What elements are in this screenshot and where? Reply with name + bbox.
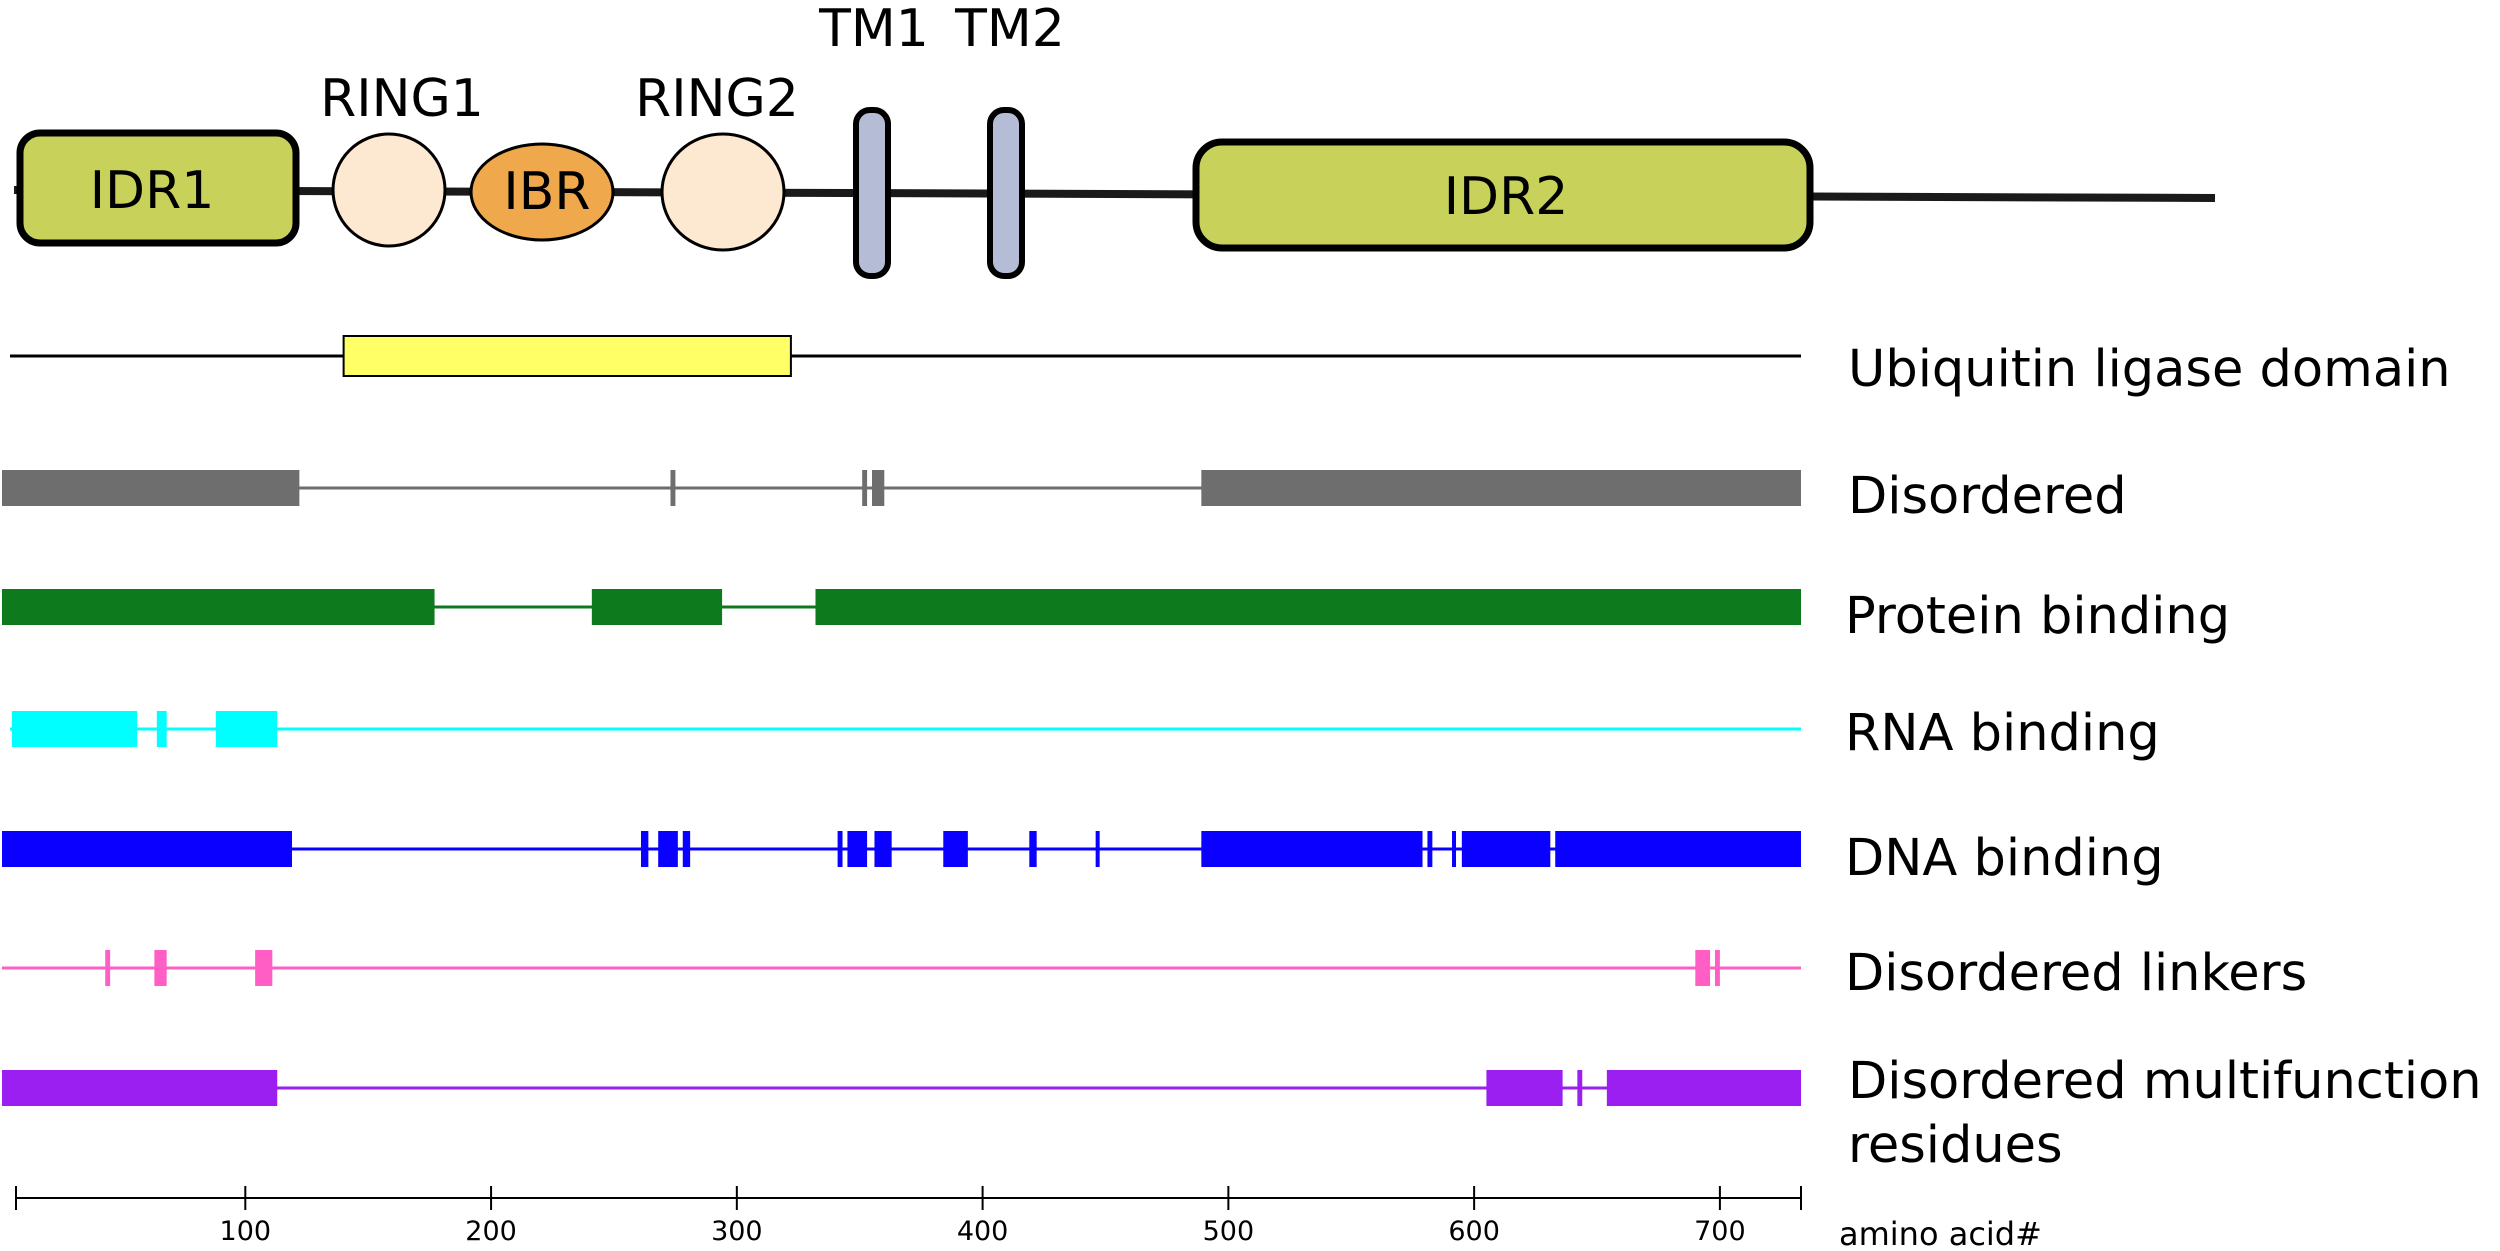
segment-disordered-linkers [154,950,167,986]
axis-tick-label: 400 [957,1216,1009,1247]
track-label-ubiquitin: Ubiquitin ligase domain [1848,340,2451,399]
segment-dna-binding [682,831,691,867]
axis-tick-label: 300 [711,1216,763,1247]
segment-rna-binding [156,711,167,747]
track-rna-binding: RNA binding [10,704,2160,763]
segment-dna-binding [1461,831,1551,867]
segment-disordered [2,470,300,506]
segment-rna-binding [11,711,138,747]
tm2-domain [987,107,1025,279]
segment-dna-binding [1555,831,1801,867]
segment-disordered-linkers [1695,950,1711,986]
segment-dna-binding [2,831,293,867]
ring1-domain [331,132,447,248]
track-label-multifunction-line2: residues [1848,1116,2063,1175]
segment-disordered [670,470,676,506]
axis-tick-label: 600 [1448,1216,1500,1247]
segment-dna-binding [1201,831,1423,867]
idr2-label: IDR2 [1444,167,1569,227]
ring1-label: RING1 [320,69,484,129]
axis-label: amino acid# [1839,1215,2042,1251]
track-label-disordered: Disordered [1848,467,2127,526]
segment-ubiquitin [342,335,792,377]
segment-multifunction [1577,1070,1583,1106]
track-label-multifunction-line1: Disordered multifunction [1848,1052,2482,1111]
segment-dna-binding [874,831,892,867]
axis-tick-label: 200 [465,1216,517,1247]
segment-disordered-linkers [1714,950,1720,986]
track-ubiquitin: Ubiquitin ligase domain [10,335,2451,399]
axis-tick-label: 500 [1203,1216,1255,1247]
ring2-label: RING2 [635,69,799,129]
segment-dna-binding [1029,831,1037,867]
track-label-protein-binding: Protein binding [1845,587,2230,646]
segment-multifunction [2,1070,278,1106]
track-label-rna-binding: RNA binding [1845,704,2160,763]
amino-acid-axis: 100 200 300 400 500 600 700 amino acid# [15,1186,2042,1251]
track-disordered-multifunction: Disordered multifunction residues [2,1052,2482,1175]
segment-protein-binding [815,589,1801,625]
axis-tick-label: 700 [1694,1216,1746,1247]
segment-protein-binding [591,589,723,625]
idr1-domain [16,129,300,247]
segment-multifunction [1606,1070,1801,1106]
idr1-label: IDR1 [90,161,215,221]
axis-tick-label: 100 [220,1216,272,1247]
segment-disordered [1201,470,1801,506]
segment-dna-binding [640,831,649,867]
tm1-domain [853,107,891,279]
segment-dna-binding [943,831,968,867]
segment-dna-binding [837,831,843,867]
segment-protein-binding [2,589,435,625]
segment-disordered [862,470,868,506]
segment-dna-binding [847,831,868,867]
idr2-domain [1192,138,1814,252]
segment-dna-binding [1095,831,1100,867]
segment-dna-binding [1452,831,1457,867]
segment-dna-binding [658,831,678,867]
ibr-domain [469,142,615,242]
segment-disordered [872,470,885,506]
track-label-dna-binding: DNA binding [1845,829,2164,888]
ibr-label: IBR [503,162,590,222]
segment-disordered-linkers [105,950,111,986]
domain-architecture: IDR1 RING1 IBR RING2 TM1 TM2 IDR2 [13,0,2216,279]
tm1-label: TM1 [818,0,929,59]
segment-multifunction [1486,1070,1563,1106]
track-disordered-linkers: Disordered linkers [2,944,2307,1003]
track-protein-binding: Protein binding [2,587,2230,646]
ring2-domain [660,132,786,252]
segment-dna-binding [1427,831,1433,867]
track-label-disordered-linkers: Disordered linkers [1845,944,2307,1003]
track-dna-binding: DNA binding [2,829,2164,888]
segment-rna-binding [215,711,278,747]
segment-disordered-linkers [255,950,273,986]
track-disordered: Disordered [2,467,2127,526]
tm2-label: TM2 [954,0,1065,59]
